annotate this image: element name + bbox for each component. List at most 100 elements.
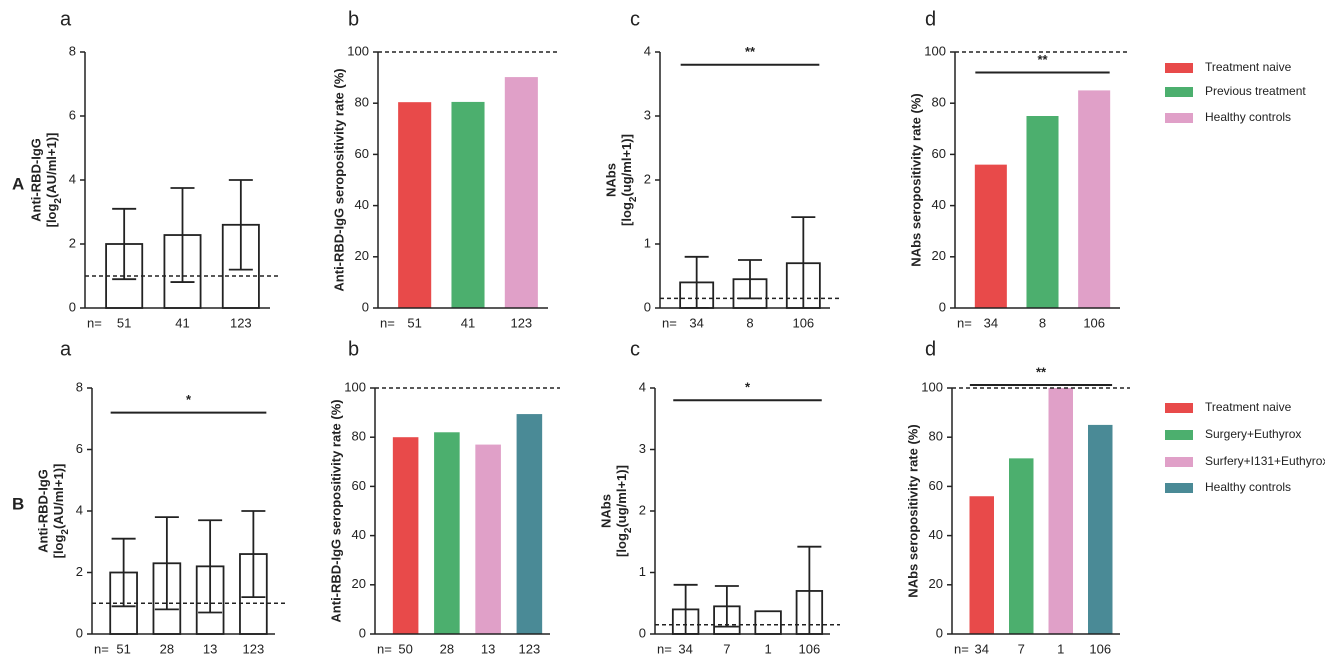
x-tick-label: 41 bbox=[461, 315, 475, 330]
panel-letter: a bbox=[60, 338, 72, 360]
x-tick-label: 51 bbox=[116, 641, 130, 656]
y-axis-label-part: 2 bbox=[628, 196, 639, 202]
y-axis-label: [log2(ug/ml+1)] bbox=[614, 465, 634, 557]
x-prefix: n= bbox=[94, 641, 109, 656]
y-tick-label: 0 bbox=[939, 299, 946, 314]
legend-label: Treatment naive bbox=[1205, 60, 1292, 74]
y-tick-label: 100 bbox=[924, 43, 946, 58]
x-tick-label: 13 bbox=[203, 641, 217, 656]
y-tick-label: 8 bbox=[69, 43, 76, 58]
y-tick-label: 0 bbox=[359, 625, 366, 640]
y-axis-label-part: (ug/ml+1)] bbox=[619, 134, 634, 196]
x-prefix: n= bbox=[954, 641, 969, 656]
bar bbox=[1026, 116, 1059, 308]
error-bar-group bbox=[198, 519, 223, 614]
y-axis-label: [log2(AU/ml+1)] bbox=[44, 133, 64, 228]
y-axis-label: NAbs bbox=[598, 494, 613, 528]
legend-swatch bbox=[1165, 430, 1193, 440]
bar bbox=[504, 77, 538, 308]
y-axis-label-part: [log bbox=[51, 535, 66, 559]
x-tick-label: 34 bbox=[975, 641, 989, 656]
y-tick-label: 2 bbox=[639, 502, 646, 517]
y-axis-label: [log2(ug/ml+1)] bbox=[619, 134, 639, 226]
y-tick-label: 60 bbox=[932, 146, 946, 161]
y-tick-label: 0 bbox=[362, 299, 369, 314]
y-tick-label: 40 bbox=[355, 197, 369, 212]
y-axis-label: Anti-RBD-IgG seropositivity rate (%) bbox=[328, 399, 343, 622]
y-tick-label: 80 bbox=[932, 95, 946, 110]
y-tick-label: 4 bbox=[69, 171, 76, 186]
x-tick-label: 106 bbox=[1089, 641, 1111, 656]
y-axis-label: [log2(AU/ml+1)] bbox=[51, 464, 71, 559]
significance-label: ** bbox=[1036, 364, 1047, 379]
y-tick-label: 3 bbox=[639, 441, 646, 456]
bar bbox=[475, 444, 501, 634]
panel-letter: d bbox=[925, 338, 936, 360]
y-axis-label-part: (AU/ml+1)] bbox=[51, 464, 66, 529]
x-tick-label: 51 bbox=[407, 315, 421, 330]
bar bbox=[434, 432, 460, 634]
error-bar-group bbox=[170, 187, 195, 283]
y-tick-label: 2 bbox=[76, 564, 83, 579]
legend-swatch bbox=[1165, 63, 1193, 73]
error-bar-group bbox=[791, 216, 816, 308]
y-axis-label-part: 2 bbox=[60, 529, 71, 535]
y-tick-label: 80 bbox=[352, 429, 366, 444]
error-bar-group bbox=[241, 510, 266, 598]
y-tick-label: 60 bbox=[929, 478, 943, 493]
x-prefix: n= bbox=[87, 315, 102, 330]
y-tick-label: 8 bbox=[76, 379, 83, 394]
x-tick-label: 7 bbox=[723, 641, 730, 656]
legend-swatch bbox=[1165, 483, 1193, 493]
legend-label: Previous treatment bbox=[1205, 84, 1306, 98]
y-axis-label-part: 2 bbox=[623, 527, 634, 533]
y-axis-label-part: 2 bbox=[53, 198, 64, 204]
bar bbox=[754, 610, 782, 635]
x-tick-label: 7 bbox=[1018, 641, 1025, 656]
y-tick-label: 3 bbox=[644, 107, 651, 122]
legend-swatch bbox=[1165, 113, 1193, 123]
legend-swatch bbox=[1165, 87, 1193, 97]
x-prefix: n= bbox=[957, 315, 972, 330]
y-tick-label: 0 bbox=[644, 299, 651, 314]
error-bar-group bbox=[684, 255, 709, 308]
legend-label: Healthy controls bbox=[1205, 110, 1291, 124]
x-tick-label: 28 bbox=[160, 641, 174, 656]
y-axis-label-part: [log bbox=[619, 202, 634, 226]
y-tick-label: 40 bbox=[352, 527, 366, 542]
panel-letter: b bbox=[348, 8, 359, 30]
bar bbox=[1078, 90, 1111, 309]
error-bar-group bbox=[228, 179, 253, 271]
significance-label: * bbox=[186, 392, 192, 407]
x-tick-label: 50 bbox=[398, 641, 412, 656]
x-tick-label: 8 bbox=[746, 315, 753, 330]
bar bbox=[516, 414, 543, 634]
legend-label: Healthy controls bbox=[1205, 480, 1291, 494]
x-tick-label: 1 bbox=[1057, 641, 1064, 656]
error-bar-group bbox=[112, 207, 137, 281]
x-prefix: n= bbox=[662, 315, 677, 330]
y-tick-label: 100 bbox=[921, 379, 943, 394]
y-tick-label: 80 bbox=[929, 429, 943, 444]
x-prefix: n= bbox=[380, 315, 395, 330]
y-tick-label: 6 bbox=[69, 107, 76, 122]
x-tick-label: 1 bbox=[765, 641, 772, 656]
bar bbox=[392, 437, 419, 634]
y-axis-label: Anti-RBD-IgG seropositivity rate (%) bbox=[331, 68, 346, 291]
x-tick-label: 34 bbox=[984, 315, 998, 330]
x-tick-label: 106 bbox=[792, 315, 814, 330]
y-tick-label: 20 bbox=[355, 248, 369, 263]
legend-label: Treatment naive bbox=[1205, 400, 1292, 414]
panel-letter: c bbox=[630, 338, 640, 360]
x-tick-label: 123 bbox=[230, 315, 252, 330]
y-tick-label: 0 bbox=[76, 625, 83, 640]
error-bar-group bbox=[154, 516, 179, 611]
row-label: B bbox=[12, 494, 24, 513]
panel-letter: d bbox=[925, 8, 936, 30]
x-tick-label: 123 bbox=[243, 641, 265, 656]
y-axis-label: NAbs seropositivity rate (%) bbox=[905, 424, 920, 597]
y-tick-label: 2 bbox=[644, 171, 651, 186]
x-tick-label: 34 bbox=[678, 641, 692, 656]
panel-letter: a bbox=[60, 8, 72, 30]
